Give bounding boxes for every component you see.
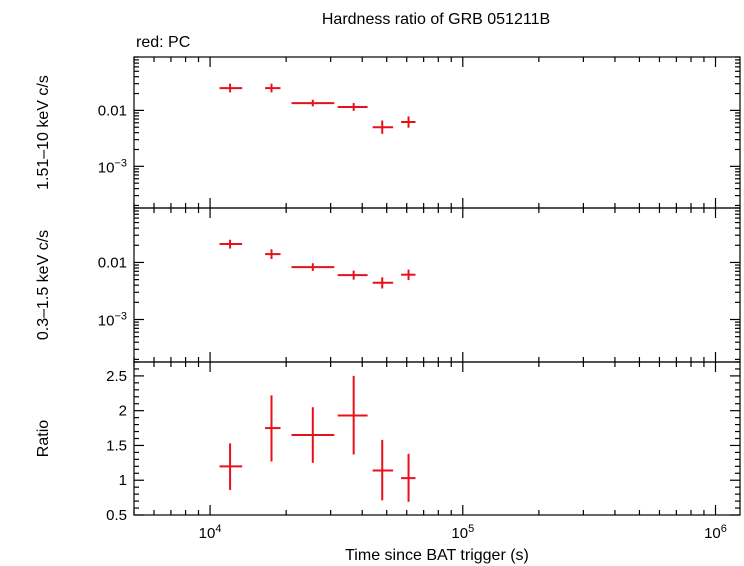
chart-title: Hardness ratio of GRB 051211B: [322, 11, 550, 28]
data-point: [219, 443, 243, 490]
data-point: [219, 83, 243, 93]
x-tick-label: 105: [451, 523, 474, 542]
data-point: [401, 269, 416, 281]
x-tick-label: 104: [199, 523, 222, 542]
data-point: [372, 120, 394, 134]
data-point: [291, 407, 335, 463]
y-tick-label-exponent: −3: [114, 157, 127, 169]
data-point: [401, 453, 416, 502]
panel-ratio: 0.5 1 1.5 2 2.5 Ratio: [35, 361, 741, 524]
panel-soft-band: 0.01 10−3 0.3–1.5 keV c/s: [35, 207, 741, 363]
y-tick-label: 10−3: [98, 157, 127, 176]
x-tick-label-exponent: 5: [468, 523, 474, 535]
data-point: [337, 103, 368, 111]
data-point: [401, 116, 416, 128]
data-point: [337, 270, 368, 280]
y-tick-label-base: 10: [98, 159, 115, 176]
panel-frame: [133, 361, 741, 516]
y-tick-label: 1: [119, 472, 127, 489]
y-tick-label: 0.5: [106, 507, 127, 524]
y-tick-label: 1.5: [106, 437, 127, 454]
x-tick-label-base: 10: [704, 525, 721, 542]
y-axis-label-hard-band: 1.51–10 keV c/s: [35, 75, 52, 190]
y-tick-label: 0.01: [98, 254, 127, 271]
legend-label: red: PC: [136, 34, 190, 51]
x-tick-labels: 104 105 106: [199, 523, 727, 542]
data-point: [291, 263, 335, 271]
panel-frame: [133, 56, 741, 209]
data-point: [265, 395, 281, 462]
panel-frame: [133, 207, 741, 363]
x-tick-label-exponent: 6: [721, 523, 727, 535]
x-tick-label: 106: [704, 523, 727, 542]
data-point: [219, 239, 243, 249]
y-tick-label: 10−3: [98, 311, 127, 330]
data-point: [372, 277, 394, 289]
y-tick-label: 0.01: [98, 102, 127, 119]
panel-hard-band: 0.01 10−3 1.51–10 keV c/s: [35, 56, 741, 209]
x-tick-label-exponent: 4: [215, 523, 221, 535]
data-point: [337, 375, 368, 455]
data-point: [265, 83, 281, 93]
y-tick-label-base: 10: [98, 313, 115, 330]
y-tick-label-exponent: −3: [114, 311, 127, 323]
y-axis-label-soft-band: 0.3–1.5 keV c/s: [35, 230, 52, 340]
y-axis-label-ratio: Ratio: [35, 420, 52, 457]
x-tick-label-base: 10: [451, 525, 468, 542]
y-tick-label: 2.5: [106, 368, 127, 385]
x-axis-label: Time since BAT trigger (s): [345, 547, 529, 564]
data-point: [291, 99, 335, 107]
x-tick-label-base: 10: [199, 525, 216, 542]
data-point: [265, 249, 281, 259]
data-point: [372, 439, 394, 501]
y-tick-label: 2: [119, 403, 127, 420]
